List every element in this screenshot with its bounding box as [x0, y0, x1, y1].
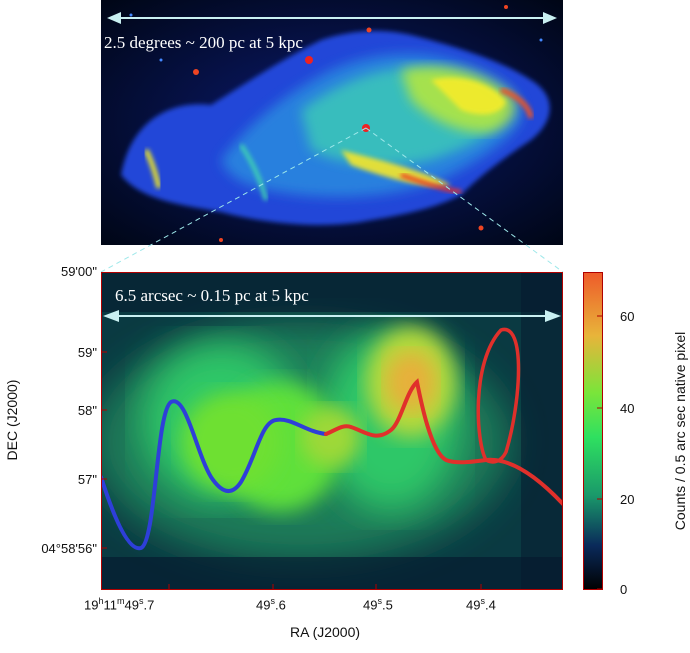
colorbar-label: Counts / 0.5 arc sec native pixel [672, 331, 688, 531]
y-axis-label: DEC (J2000) [4, 379, 20, 461]
colorbar-tick-label: 60 [620, 309, 635, 324]
y-tick-label: 59'00" [60, 264, 97, 279]
x-tick-label: 49s.5 [363, 596, 393, 613]
x-tick-label: 49s.4 [466, 596, 496, 613]
y-tick-label: 59" [77, 345, 97, 360]
colorbar-tick-label: 0 [620, 582, 628, 597]
overview-scale-annotation: 2.5 degrees ~ 200 pc at 5 kpc [104, 33, 303, 52]
colorbar-tick-label: 40 [620, 401, 635, 416]
y-tick-label: 58" [77, 403, 97, 418]
overview-image [101, 0, 563, 245]
zoom-scale-annotation: 6.5 arcsec ~ 0.15 pc at 5 kpc [115, 286, 309, 305]
x-tick-label: 19h11m49s.7 [84, 596, 155, 613]
colorbar [583, 272, 603, 590]
x-axis-label: RA (J2000) [290, 624, 361, 640]
x-tick-label: 49s.6 [256, 596, 286, 613]
y-tick-label: 04°58'56" [41, 541, 97, 556]
y-tick-label: 57" [77, 472, 97, 487]
colorbar-tick-label: 20 [620, 492, 635, 507]
zoom-image [101, 272, 563, 590]
